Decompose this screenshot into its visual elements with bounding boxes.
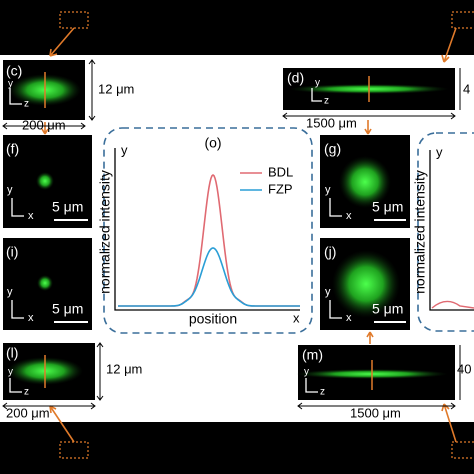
curve bbox=[431, 300, 474, 309]
width-label: 200 μm bbox=[6, 405, 50, 420]
y-axis-glyph: y bbox=[121, 142, 128, 157]
marker-box bbox=[451, 11, 474, 29]
panel-c: (c) y z 12 μm 200 μm bbox=[2, 59, 134, 132]
plot-side: y normalized intensity bbox=[412, 132, 474, 332]
axis-glyph: z bbox=[320, 387, 325, 398]
panel-label: (i) bbox=[6, 244, 18, 260]
axis-glyph: x bbox=[346, 312, 352, 324]
y-axis-label: normalized intensity bbox=[412, 170, 428, 294]
x-axis-label: position bbox=[189, 311, 237, 327]
height-label: 12 μm bbox=[98, 81, 134, 96]
legend-entry: FZP bbox=[268, 181, 293, 196]
axis-glyph: y bbox=[7, 184, 13, 196]
panel-i: (i) y x 5 μm bbox=[3, 238, 92, 330]
axis-glyph: z bbox=[24, 99, 29, 110]
plot-o: y x (o) normalized intensity position BD… bbox=[97, 127, 313, 334]
panel-label: (g) bbox=[324, 141, 341, 157]
legend-entry: BDL bbox=[268, 164, 293, 179]
panel-label: (j) bbox=[324, 244, 336, 260]
panel-label: (c) bbox=[6, 63, 22, 79]
axis-glyph: y bbox=[8, 367, 13, 378]
axis-glyph: x bbox=[346, 210, 352, 222]
height-label: 12 μm bbox=[106, 361, 142, 376]
axis-glyph: y bbox=[304, 367, 309, 378]
axis-glyph: z bbox=[324, 96, 329, 107]
marker-box bbox=[451, 441, 474, 459]
y-axis-label: normalized intensity bbox=[97, 170, 113, 294]
width-label: 1500 μm bbox=[306, 115, 357, 130]
scale-label: 5 μm bbox=[372, 199, 403, 215]
panel-label: (l) bbox=[6, 345, 18, 361]
x-axis-glyph: x bbox=[293, 310, 300, 325]
curve bbox=[118, 247, 300, 307]
y-axis-glyph: y bbox=[436, 144, 443, 159]
axis-glyph: z bbox=[24, 387, 29, 398]
axis-glyph: x bbox=[28, 312, 34, 324]
panel-m: (m) y z 40 1500 μm bbox=[296, 345, 471, 420]
axis-glyph: y bbox=[325, 286, 331, 298]
panel-f: (f) y x 5 μm bbox=[3, 135, 92, 228]
width-label: 1500 μm bbox=[350, 405, 401, 420]
axis-glyph: y bbox=[8, 79, 13, 90]
panel-label: (m) bbox=[302, 347, 323, 363]
axis-glyph: y bbox=[7, 286, 13, 298]
panel-g: (g) y x 5 μm bbox=[320, 135, 410, 228]
axis-glyph: y bbox=[325, 184, 331, 196]
plot-label: (o) bbox=[204, 135, 221, 151]
width-label: 200 μm bbox=[22, 117, 66, 132]
axis-glyph: y bbox=[315, 78, 320, 89]
panel-j: (j) y x 5 μm bbox=[320, 238, 410, 330]
panel-d: (d) y z 4 1500 μm bbox=[282, 68, 470, 130]
panel-label: (f) bbox=[6, 141, 19, 157]
axis-glyph: x bbox=[28, 210, 34, 222]
bottom-band bbox=[0, 422, 474, 474]
scale-label: 5 μm bbox=[52, 199, 83, 215]
panel-l: (l) y z 12 μm 200 μm bbox=[2, 342, 142, 420]
scale-label: 5 μm bbox=[372, 301, 403, 317]
height-label: 4 bbox=[463, 81, 470, 96]
panel-label: (d) bbox=[287, 70, 304, 86]
height-label: 40 bbox=[457, 361, 471, 376]
scale-label: 5 μm bbox=[52, 301, 83, 317]
